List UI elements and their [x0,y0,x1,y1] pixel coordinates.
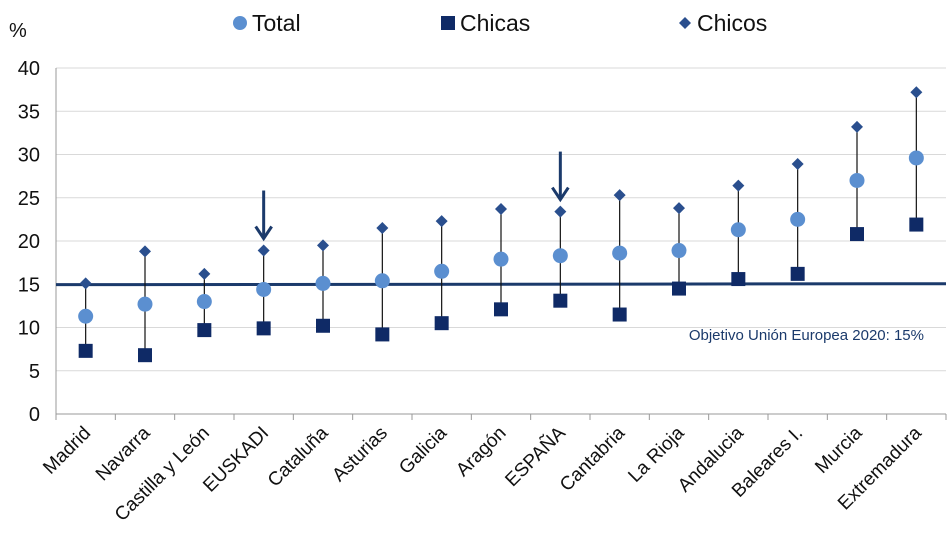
chicas-point [553,293,568,308]
total-point [196,294,212,310]
chicos-point [673,202,685,215]
chicos-point [435,215,448,228]
legend-item-chicos: Chicos [677,10,767,37]
legend-label-chicas: Chicas [460,10,531,36]
total-point [908,150,924,166]
chicas-point [850,227,864,242]
y-tick-label: 30 [18,145,40,167]
x-tick-label: Cataluña [264,422,333,491]
chicos-point [613,189,626,202]
chicos-point [495,202,507,215]
x-tick-label: Galicia [395,422,451,478]
chicos-point [732,179,745,192]
chicos-point [257,244,270,257]
total-point [256,281,272,297]
legend-label-total: Total [252,10,301,36]
chicos-point [851,120,863,133]
x-tick-label: Aragón [452,423,510,481]
total-point [552,248,568,264]
total-point [137,296,153,312]
chart-legend: Total Chicas Chicos [0,10,948,40]
y-tick-label: 0 [29,404,40,426]
chicos-point [139,245,151,258]
chicas-point [494,302,508,317]
arrow-head-icon [254,225,273,242]
legend-label-chicos: Chicos [697,10,768,36]
total-point [730,222,746,238]
chicas-point [138,348,152,363]
y-axis-label: % [9,20,27,42]
chicos-point [376,222,389,235]
circle-marker-icon [232,10,248,37]
x-tick-label: Cantabria [556,422,629,495]
total-point [78,308,94,324]
chicas-point [78,343,93,358]
chicas-point [672,281,686,296]
y-tick-label: 15 [18,274,40,296]
chicas-point [909,217,924,232]
total-point [849,172,865,188]
y-tick-label: 10 [18,318,40,340]
y-tick-label: 5 [29,361,40,383]
chicas-point [731,272,746,287]
total-point [315,275,331,291]
y-tick-label: 25 [18,188,40,210]
total-point [671,243,687,259]
chicos-point [317,239,329,252]
chicas-point [612,307,627,322]
chicas-point [197,323,212,338]
chicos-point [198,267,211,280]
total-point [493,251,509,267]
chicos-point [791,158,804,171]
chicos-point [554,205,567,218]
total-point [612,245,628,261]
legend-item-chicas: Chicas [440,10,530,37]
x-tick-label: Murcia [811,422,866,477]
legend-item-total: Total [232,10,301,37]
y-tick-label: 20 [18,231,40,253]
square-marker-icon [440,10,456,37]
reference-line-label: Objetivo Unión Europea 2020: 15% [689,327,924,344]
total-point [374,273,390,289]
chicas-point [434,316,449,331]
chicos-point [79,277,92,290]
y-tick-label: 35 [18,101,40,123]
x-tick-label: Asturias [328,423,391,486]
arrow-head-icon [551,186,570,203]
chicas-point [375,327,390,342]
x-tick-label: EUSKADI [199,423,273,497]
chicas-point [316,318,330,333]
total-point [434,263,450,279]
chicos-point [910,86,923,99]
chicas-point [790,266,805,281]
y-tick-label: 40 [18,58,40,80]
x-tick-label: Madrid [39,423,95,479]
diamond-marker-icon [677,10,693,37]
chicas-point [256,321,271,336]
total-point [790,211,806,227]
